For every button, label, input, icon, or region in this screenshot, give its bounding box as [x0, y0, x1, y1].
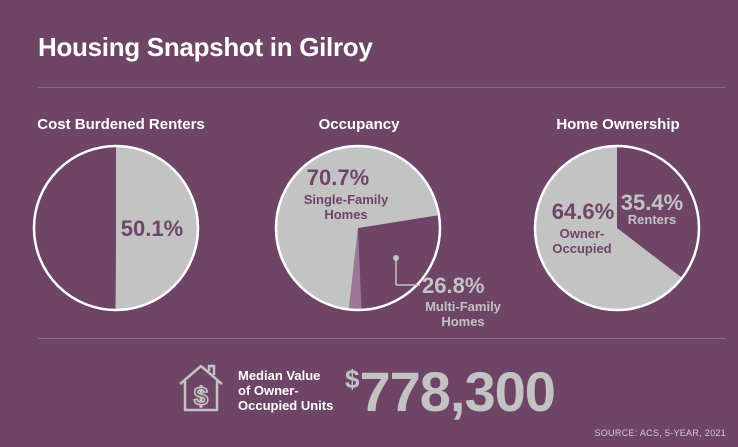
slice-label-owner-occupied-line1: Owner-: [560, 226, 605, 241]
chart-title-cost-burdened: Cost Burdened Renters: [37, 116, 205, 133]
slice-other: [348, 228, 362, 311]
slice-value-single-family: 70.7%: [307, 165, 369, 190]
house-dollar-icon: $: [179, 364, 223, 412]
chart-title-home-ownership: Home Ownership: [556, 116, 680, 133]
slice-label-single-family-line2: Homes: [324, 207, 367, 222]
slice-value-owner-occupied: 64.6%: [552, 199, 614, 224]
slice-label-single-family-line1: Single-Family: [304, 192, 389, 207]
slice-renters: [617, 146, 700, 278]
slice-label-owner-occupied-line2: Occupied: [552, 241, 611, 256]
slice-label-multi-family-line1: Multi-Family: [425, 299, 502, 314]
pie-occupancy: [274, 144, 442, 312]
slice-owner-occupied: [535, 146, 683, 310]
slice-label-multi-family-line2: Homes: [441, 314, 484, 329]
slice-cost-burdened: [115, 146, 198, 311]
chart-title-occupancy: Occupancy: [318, 116, 400, 133]
pie-outline: [32, 144, 200, 312]
median-value-label: Median Value of Owner- Occupied Units: [238, 368, 334, 413]
slice-single-family: [276, 146, 439, 310]
currency-symbol: $: [345, 364, 360, 394]
pie-outline: [533, 144, 701, 312]
top-divider: [38, 87, 726, 88]
pie-cost-burdened: [32, 144, 200, 312]
svg-text:$: $: [194, 381, 209, 411]
slice-value-renters: 35.4%: [621, 190, 683, 215]
slice-multi-family: [358, 215, 440, 310]
leader-dot: [393, 255, 399, 261]
bottom-divider: [38, 338, 726, 339]
median-value-amount: $778,300: [345, 360, 556, 423]
source-note: SOURCE: ACS, 5-YEAR, 2021: [594, 428, 726, 438]
slice-value-multi-family: 26.8%: [422, 273, 484, 298]
slice-label-renters: Renters: [628, 212, 676, 227]
pie-home-ownership: [533, 144, 701, 312]
slice-value-cost-burdened: 50.1%: [121, 216, 183, 241]
pie-outline: [274, 144, 442, 312]
slice-not-cost-burdened: [33, 145, 117, 310]
page-title: Housing Snapshot in Gilroy: [38, 32, 373, 62]
